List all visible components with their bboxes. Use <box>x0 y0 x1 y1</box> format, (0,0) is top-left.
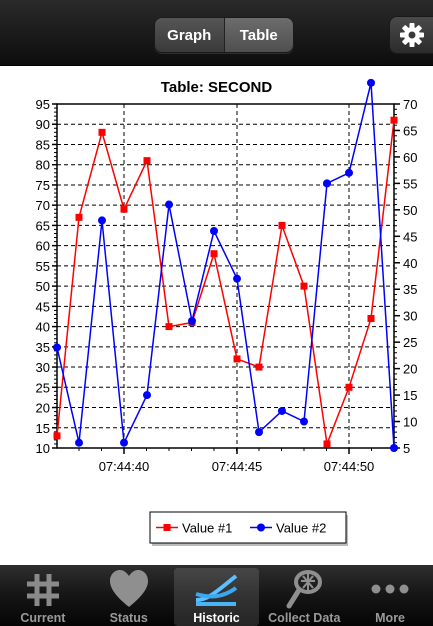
data-point-value-1 <box>300 282 308 290</box>
data-point-value-1 <box>278 221 286 229</box>
left-tick-label: 65 <box>36 218 50 233</box>
data-point-value-2 <box>345 168 353 177</box>
hash-icon <box>26 574 59 606</box>
left-tick-label: 35 <box>36 340 50 355</box>
left-tick-label: 60 <box>36 239 50 254</box>
legend-label-value-2: Value #2 <box>276 521 326 536</box>
data-point-value-1 <box>233 355 241 363</box>
data-point-value-1 <box>120 205 128 213</box>
left-tick-label: 30 <box>36 360 50 375</box>
data-point-value-2 <box>98 216 106 225</box>
left-tick-label: 70 <box>36 198 50 213</box>
right-tick-label: 5 <box>403 441 410 456</box>
right-tick-label: 50 <box>403 203 417 218</box>
left-tick-label: 80 <box>36 158 50 173</box>
data-point-value-2 <box>390 444 398 452</box>
data-point-value-1 <box>345 383 353 391</box>
left-tick-label: 45 <box>36 299 50 314</box>
left-tick-label: 95 <box>36 97 50 112</box>
left-tick-label: 50 <box>36 279 50 294</box>
gear-icon <box>399 23 424 47</box>
more-dots-icon <box>371 584 409 594</box>
data-point-value-2 <box>367 78 375 87</box>
tab-current[interactable]: Current <box>0 565 86 626</box>
data-point-value-2 <box>300 417 308 426</box>
data-point-value-2 <box>165 200 173 209</box>
segment-graph[interactable]: Graph <box>155 18 224 52</box>
x-tick-label: 07:44:45 <box>212 459 263 474</box>
data-point-value-1 <box>255 363 263 371</box>
tab-more[interactable]: More <box>347 565 433 626</box>
right-tick-label: 70 <box>403 97 417 112</box>
heart-icon <box>109 570 148 607</box>
left-tick-label: 90 <box>36 117 50 132</box>
left-tick-label: 20 <box>36 401 50 416</box>
right-tick-label: 30 <box>403 309 417 324</box>
right-tick-label: 40 <box>403 256 417 271</box>
right-tick-label: 35 <box>403 282 417 297</box>
left-tick-label: 25 <box>36 380 50 395</box>
tab-label: Current <box>20 611 66 625</box>
top-toolbar: Graph Table <box>0 0 433 66</box>
data-point-value-2 <box>278 406 286 415</box>
legend <box>149 511 347 544</box>
segment-table[interactable]: Table <box>223 18 293 52</box>
chart-title: Table: SECOND <box>160 79 273 96</box>
series-line-1 <box>56 120 395 447</box>
tab-label: More <box>375 611 406 625</box>
data-point-value-2 <box>210 227 218 236</box>
net-icon <box>286 570 323 609</box>
left-tick-label: 40 <box>36 320 50 335</box>
right-tick-label: 10 <box>403 415 417 430</box>
data-point-value-1 <box>53 432 61 440</box>
right-tick-label: 15 <box>403 388 417 403</box>
right-tick-label: 60 <box>403 150 417 165</box>
series-line-2 <box>56 82 395 449</box>
graph-lines-icon <box>195 574 238 606</box>
tab-label: Status <box>109 611 148 625</box>
right-tick-label: 20 <box>403 362 417 377</box>
line-chart[interactable]: 10 15 20 25 30 35 40 45 50 55 60 65 70 75 80 85 90 95 5 10 1… <box>0 66 433 565</box>
left-tick-label: 75 <box>36 178 50 193</box>
left-tick-label: 10 <box>36 441 50 456</box>
data-point-value-2 <box>188 316 196 325</box>
legend-marker-value-1 <box>163 524 171 531</box>
data-point-value-2 <box>143 391 151 400</box>
right-tick-label: 45 <box>403 229 417 244</box>
data-point-value-2 <box>75 438 83 447</box>
view-segmented-control[interactable]: Graph Table <box>154 17 294 53</box>
data-point-value-1 <box>75 213 83 221</box>
x-tick-label: 07:44:50 <box>324 459 375 474</box>
legend-label-value-1: Value #1 <box>182 521 232 536</box>
data-point-value-2 <box>255 428 263 437</box>
data-point-value-1 <box>98 128 106 136</box>
tab-label: Historic <box>193 611 240 625</box>
data-point-value-1 <box>323 440 331 448</box>
tab-status[interactable]: Status <box>86 565 172 626</box>
x-tick-label: 07:44:40 <box>99 459 150 474</box>
right-tick-label: 65 <box>403 123 417 138</box>
tab-collect-data[interactable]: Collect Data <box>261 565 347 626</box>
left-tick-label: 55 <box>36 259 50 274</box>
data-point-value-2 <box>120 438 128 447</box>
legend-marker-value-2 <box>257 523 265 532</box>
data-point-value-2 <box>233 274 241 283</box>
tab-historic[interactable]: Historic <box>173 568 260 626</box>
data-point-value-1 <box>367 314 375 322</box>
chart-panel <box>0 66 433 565</box>
tab-bar: Current Status Historic Collect Dat <box>0 565 433 626</box>
data-point-value-2 <box>323 179 331 188</box>
tab-label: Collect Data <box>268 611 341 625</box>
data-point-value-1 <box>210 250 218 258</box>
data-point-value-1 <box>143 157 151 165</box>
right-tick-label: 55 <box>403 176 417 191</box>
settings-button[interactable] <box>389 16 433 54</box>
data-point-value-1 <box>165 323 173 331</box>
left-tick-label: 15 <box>36 421 50 436</box>
data-point-value-2 <box>53 343 61 352</box>
left-tick-label: 85 <box>36 137 50 152</box>
right-tick-label: 25 <box>403 335 417 350</box>
data-point-value-1 <box>390 116 398 124</box>
